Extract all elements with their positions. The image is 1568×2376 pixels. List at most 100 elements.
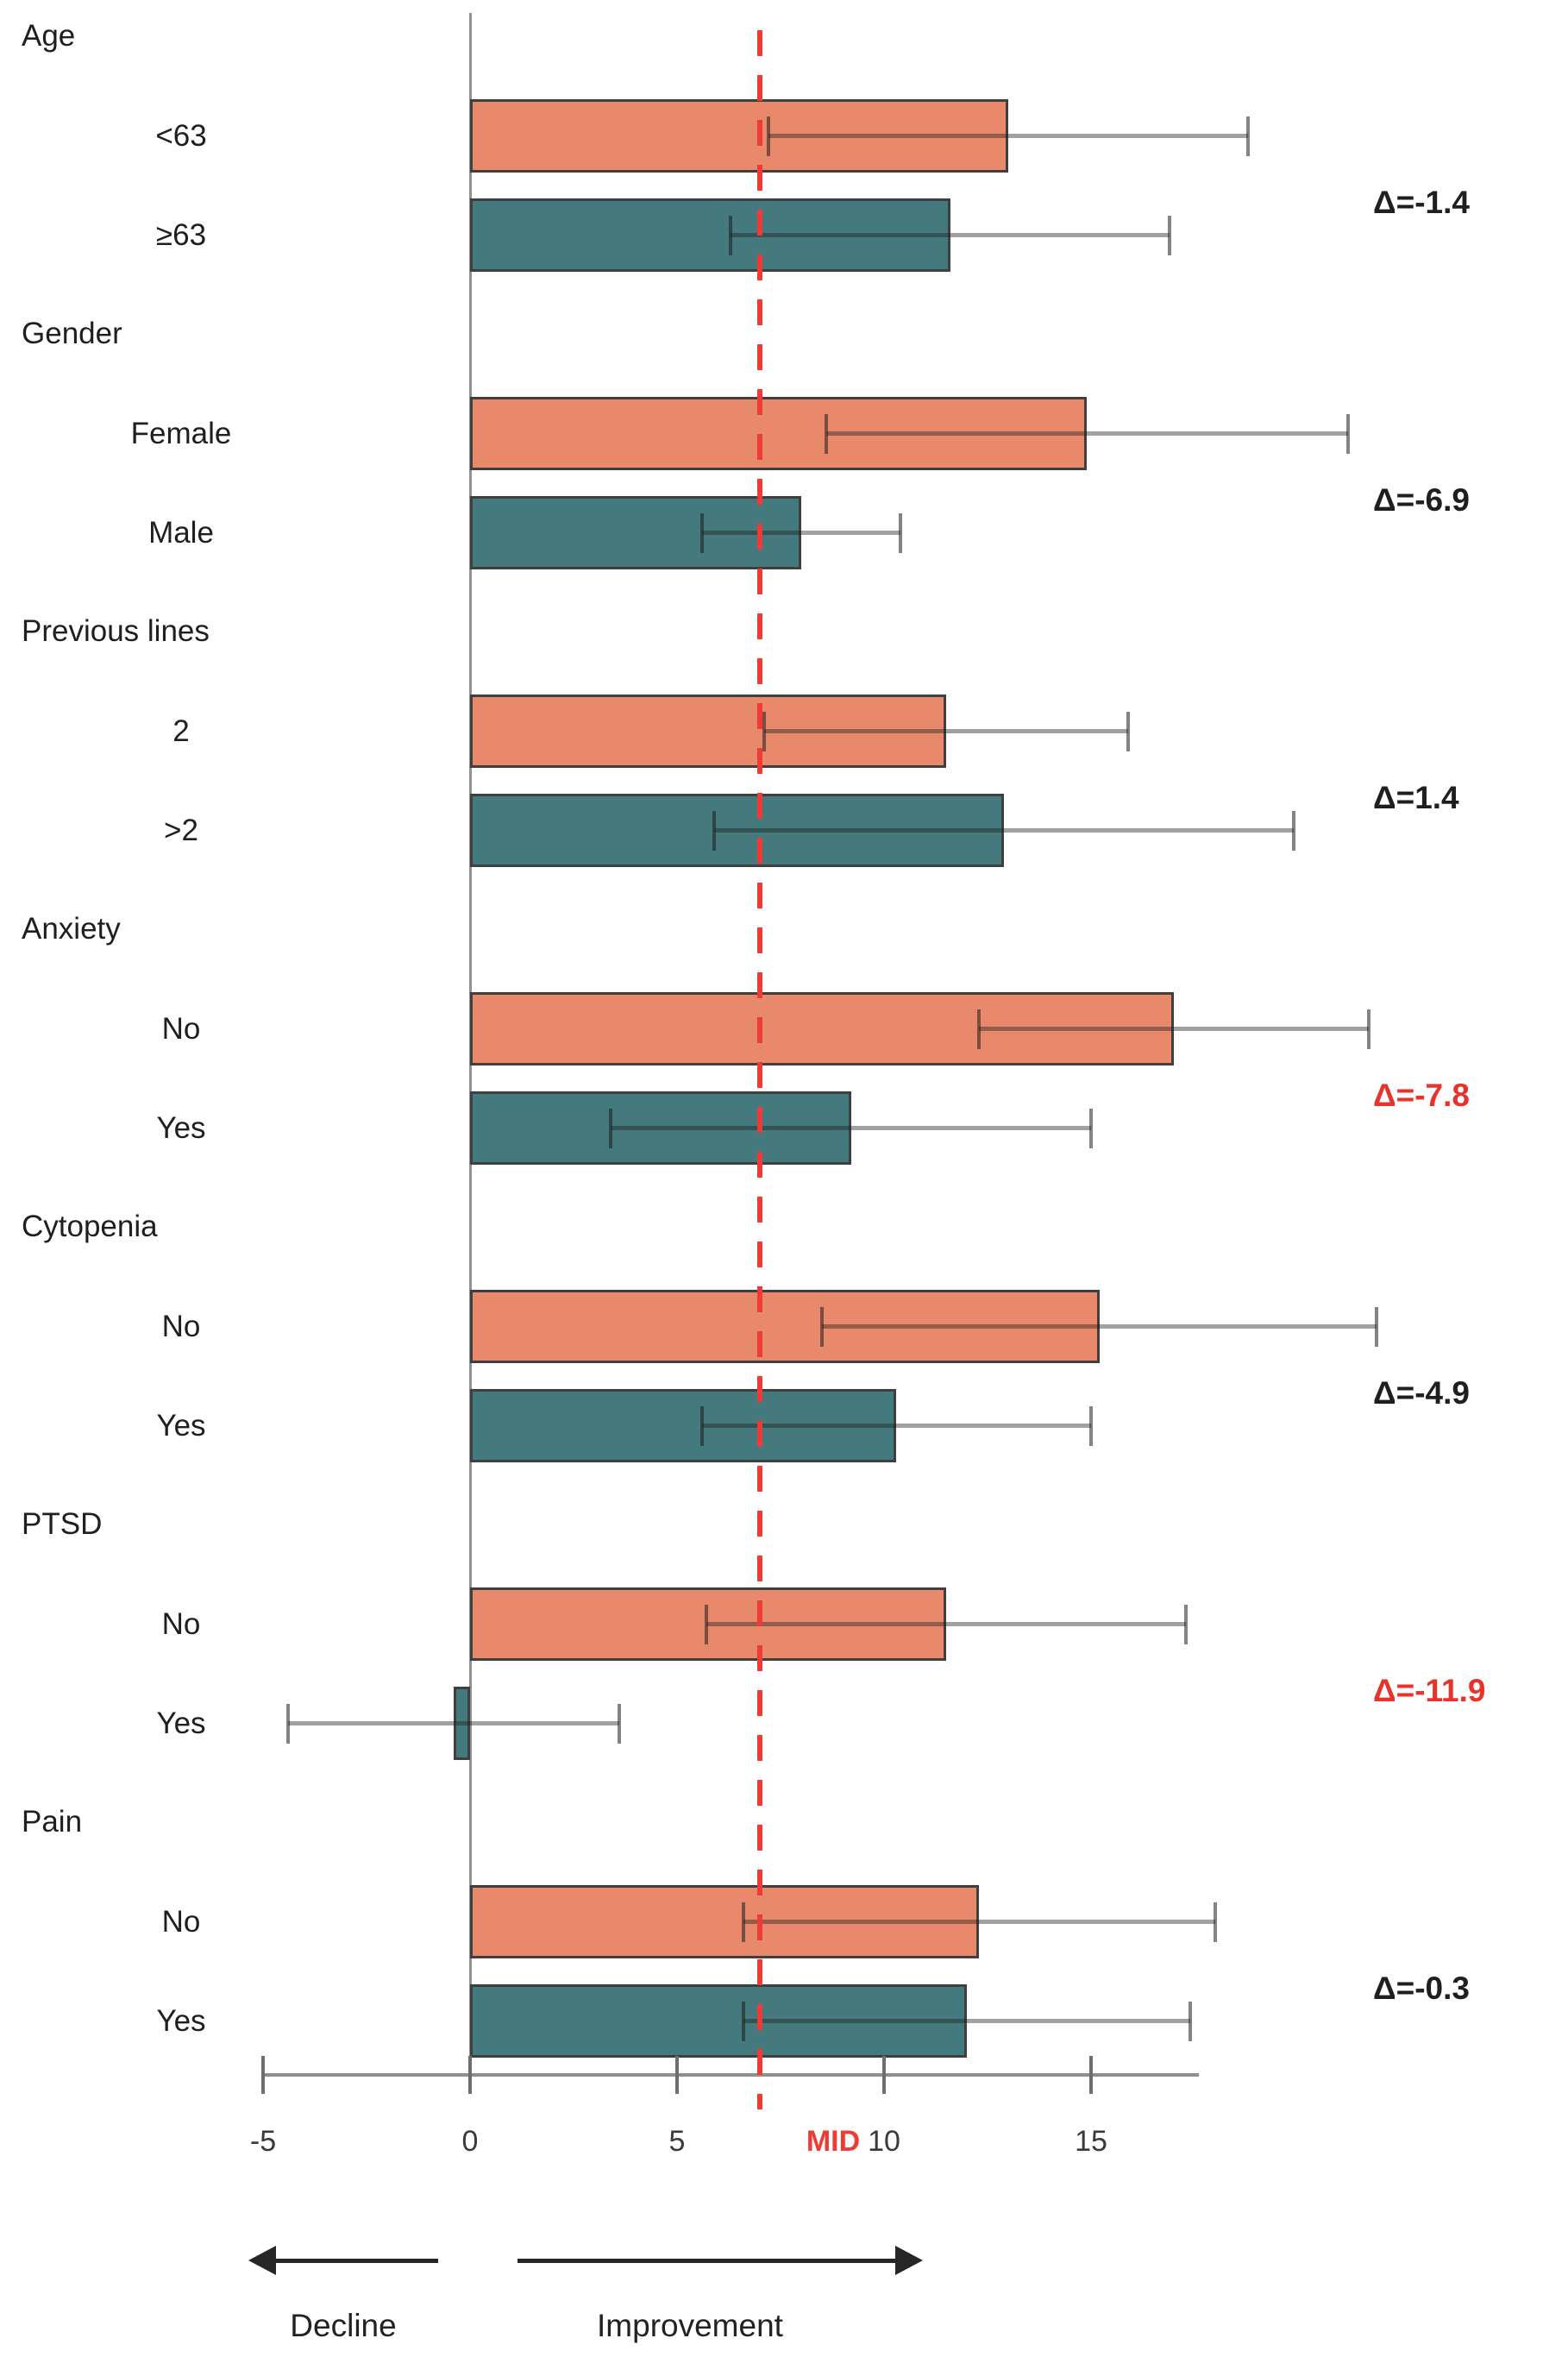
error-bar-line	[287, 1721, 619, 1725]
delta-label: Δ=-7.8	[1373, 1078, 1470, 1113]
x-axis-tick	[261, 2056, 265, 2094]
error-bar-cap-high	[1375, 1306, 1379, 1347]
error-bar-cap-high	[1126, 711, 1131, 751]
error-bar-cap-low	[741, 2001, 745, 2041]
error-bar-line	[611, 1126, 1091, 1130]
error-bar-cap-high	[1189, 2001, 1193, 2041]
bar-second-subgroup	[453, 1687, 470, 1760]
x-axis-tick-label: 0	[461, 2125, 479, 2158]
error-bar-line	[731, 233, 1170, 237]
group-label: Previous lines	[22, 614, 210, 648]
row-label: ≥63	[155, 218, 207, 252]
row-label: No	[161, 1012, 201, 1046]
error-bar-line	[768, 134, 1249, 138]
error-bar-line	[701, 531, 901, 535]
error-bar-cap-low	[820, 1306, 824, 1347]
delta-label: Δ=-0.3	[1373, 1971, 1470, 2006]
x-axis-tick	[1089, 2056, 1093, 2094]
error-bar-line	[743, 1920, 1215, 1924]
error-bar-cap-high	[1089, 1405, 1093, 1446]
error-bar-cap-high	[1345, 413, 1350, 454]
error-bar-line	[706, 1622, 1187, 1626]
row-label: No	[161, 1607, 201, 1641]
error-bar-line	[825, 431, 1348, 436]
delta-label: Δ=-1.4	[1373, 185, 1470, 220]
delta-label: Δ=-4.9	[1373, 1375, 1470, 1411]
group-label: Age	[22, 19, 76, 53]
bar-first-subgroup	[470, 1290, 1100, 1363]
improvement-arrow-head	[895, 2246, 923, 2275]
error-bar-cap-high	[899, 512, 903, 553]
row-label: 2	[172, 714, 190, 748]
error-bar-line	[701, 1424, 1091, 1428]
delta-label: Δ=-11.9	[1373, 1673, 1486, 1708]
x-axis-tick-label: 15	[1075, 2125, 1107, 2158]
improvement-arrow-line	[517, 2259, 897, 2263]
mid-reference-line	[757, 30, 762, 2109]
bar-second-subgroup	[470, 1091, 851, 1165]
error-bar-line	[822, 1324, 1377, 1329]
delta-label: Δ=1.4	[1373, 780, 1459, 815]
error-bar-line	[763, 729, 1129, 733]
group-label: Pain	[22, 1805, 83, 1839]
error-bar-cap-low	[977, 1009, 982, 1049]
group-label: Anxiety	[22, 912, 121, 946]
x-axis-tick-label: -5	[249, 2125, 277, 2158]
error-bar-line	[714, 828, 1295, 833]
row-label: Yes	[156, 1409, 206, 1443]
error-bar-cap-high	[1246, 116, 1251, 156]
bar-first-subgroup	[470, 99, 1008, 173]
error-bar-cap-low	[766, 116, 770, 156]
bar-second-subgroup	[470, 1389, 897, 1462]
row-label: No	[161, 1905, 201, 1939]
error-bar-cap-low	[699, 1405, 704, 1446]
error-bar-cap-high	[1366, 1009, 1370, 1049]
x-axis-tick-label: 5	[668, 2125, 686, 2158]
error-bar-cap-high	[1089, 1108, 1093, 1148]
row-label: <63	[155, 119, 207, 153]
error-bar-cap-high	[617, 1703, 621, 1744]
error-bar-cap-low	[762, 711, 766, 751]
bar-second-subgroup	[470, 198, 950, 272]
error-bar-cap-low	[712, 810, 717, 851]
bar-first-subgroup	[470, 1885, 980, 1958]
mid-axis-label: MID	[806, 2125, 861, 2158]
bar-second-subgroup	[470, 496, 801, 569]
error-bar-cap-low	[824, 413, 828, 454]
error-bar-cap-low	[285, 1703, 290, 1744]
error-bar-cap-high	[1184, 1604, 1189, 1644]
group-label: PTSD	[22, 1507, 103, 1541]
row-label: >2	[164, 814, 198, 847]
error-bar-line	[979, 1027, 1369, 1031]
row-label: Yes	[156, 1111, 206, 1145]
error-bar-cap-low	[741, 1901, 745, 1942]
decline-arrow-head	[248, 2246, 276, 2275]
row-label: Female	[130, 417, 232, 450]
bar-first-subgroup	[470, 1587, 946, 1661]
improvement-label: Improvement	[597, 2308, 783, 2343]
row-label: Male	[148, 516, 214, 550]
row-label: Yes	[156, 1707, 206, 1740]
x-axis-tick	[882, 2056, 886, 2094]
error-bar-cap-high	[1168, 215, 1172, 255]
x-axis-tick	[675, 2056, 679, 2094]
x-axis-tick-label: 10	[868, 2125, 900, 2158]
error-bar-cap-low	[699, 512, 704, 553]
row-label: Yes	[156, 2004, 206, 2038]
error-bar-cap-high	[1214, 1901, 1217, 1942]
bar-second-subgroup	[470, 1984, 967, 2058]
error-bar-line	[743, 2019, 1191, 2023]
bar-first-subgroup	[470, 695, 946, 768]
x-axis-tick	[468, 2056, 472, 2094]
decline-arrow-line	[274, 2259, 438, 2263]
decline-label: Decline	[290, 2308, 397, 2343]
x-axis-line	[263, 2073, 1199, 2077]
bar-second-subgroup	[470, 794, 1005, 867]
error-bar-cap-low	[729, 215, 733, 255]
row-label: No	[161, 1310, 201, 1343]
error-bar-cap-low	[609, 1108, 613, 1148]
bar-first-subgroup	[470, 992, 1174, 1065]
error-bar-cap-low	[704, 1604, 708, 1644]
bar-first-subgroup	[470, 397, 1088, 470]
